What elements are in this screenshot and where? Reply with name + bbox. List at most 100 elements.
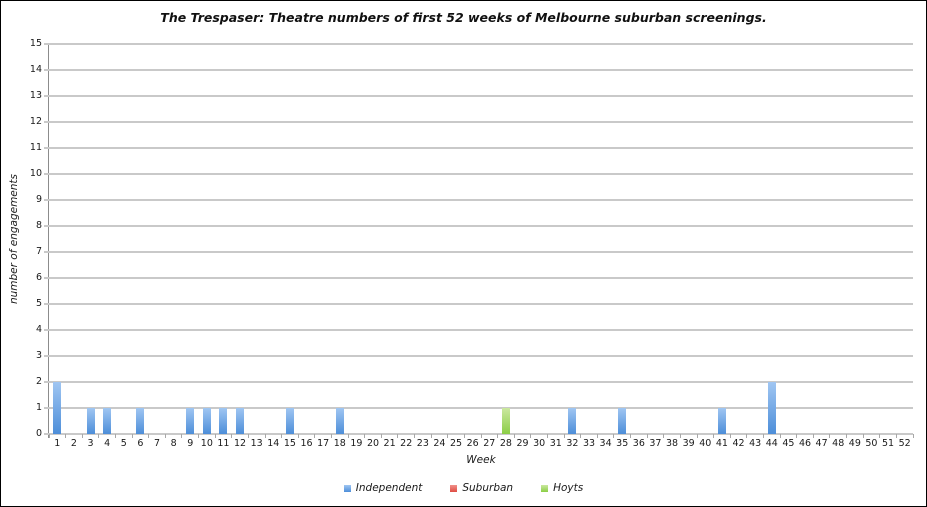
x-axis-tick	[48, 434, 50, 438]
gridline-y-13	[44, 95, 913, 97]
x-axis-tick	[762, 434, 764, 438]
x-tick-label-46: 46	[798, 438, 812, 449]
x-tick-label-9: 9	[187, 438, 194, 449]
y-tick-label-1: 1	[35, 402, 42, 413]
x-axis-tick	[264, 434, 266, 438]
x-tick-label-1: 1	[54, 438, 61, 449]
gridline-y-6	[44, 277, 913, 279]
x-axis-tick	[779, 434, 781, 438]
y-tick-label-5: 5	[35, 298, 42, 309]
legend-swatch-hoyts	[541, 484, 549, 492]
gridline-y-12	[44, 121, 913, 123]
bar-independent-week-4	[103, 408, 112, 434]
y-tick-label-6: 6	[35, 272, 42, 283]
x-axis-tick	[630, 434, 632, 438]
x-tick-label-45: 45	[782, 438, 795, 449]
x-axis-tick	[297, 434, 299, 438]
x-tick-label-43: 43	[749, 438, 762, 449]
x-axis-tick	[98, 434, 100, 438]
x-tick-label-50: 50	[865, 438, 878, 449]
x-tick-label-4: 4	[104, 438, 111, 449]
gridline-y-3	[44, 355, 913, 357]
x-axis-tick	[613, 434, 615, 438]
x-axis-tick	[513, 434, 515, 438]
x-tick-label-37: 37	[649, 438, 662, 449]
x-tick-label-22: 22	[400, 438, 413, 449]
y-tick-label-0: 0	[35, 428, 42, 439]
x-axis-tick	[463, 434, 465, 438]
gridline-y-11	[44, 147, 913, 149]
x-tick-label-25: 25	[450, 438, 463, 449]
y-tick-label-12: 12	[29, 116, 42, 127]
x-axis-tick	[696, 434, 698, 438]
x-tick-label-15: 15	[283, 438, 296, 449]
x-tick-label-36: 36	[632, 438, 645, 449]
x-tick-label-29: 29	[516, 438, 529, 449]
x-axis-tick	[214, 434, 216, 438]
legend-label-suburban: Suburban	[462, 482, 514, 494]
x-tick-label-49: 49	[848, 438, 861, 449]
x-tick-label-16: 16	[300, 438, 313, 449]
legend-item-hoyts: Hoyts	[541, 482, 583, 494]
x-tick-label-12: 12	[234, 438, 247, 449]
x-axis-tick	[164, 434, 166, 438]
x-tick-label-28: 28	[499, 438, 512, 449]
x-axis-tick	[281, 434, 283, 438]
x-tick-label-2: 2	[70, 438, 77, 449]
x-axis-tick	[430, 434, 432, 438]
legend-label-independent: Independent	[355, 482, 423, 494]
x-tick-label-19: 19	[350, 438, 363, 449]
x-axis-tick	[846, 434, 848, 438]
x-tick-label-18: 18	[333, 438, 346, 449]
gridline-y-10	[44, 173, 913, 175]
y-tick-label-10: 10	[29, 168, 42, 179]
x-axis-tick	[746, 434, 748, 438]
x-axis-tick	[81, 434, 83, 438]
x-axis-tick	[530, 434, 532, 438]
x-axis-tick	[231, 434, 233, 438]
x-tick-label-24: 24	[433, 438, 446, 449]
x-axis-tick	[330, 434, 332, 438]
legend-swatch-suburban	[450, 484, 458, 492]
x-axis-title: Week	[466, 454, 496, 466]
x-axis-tick	[131, 434, 133, 438]
gridline-y-7	[44, 251, 913, 253]
x-tick-label-38: 38	[666, 438, 679, 449]
legend-label-hoyts: Hoyts	[553, 482, 584, 494]
x-axis-tick	[912, 434, 914, 438]
x-tick-label-30: 30	[533, 438, 546, 449]
x-axis-tick	[480, 434, 482, 438]
x-axis-tick	[829, 434, 831, 438]
x-axis-tick	[862, 434, 864, 438]
x-tick-label-11: 11	[217, 438, 230, 449]
bar-independent-week-12	[236, 408, 245, 434]
x-axis-tick	[729, 434, 731, 438]
x-axis-tick	[546, 434, 548, 438]
bar-independent-week-35	[618, 408, 627, 434]
x-tick-label-34: 34	[599, 438, 612, 449]
x-tick-label-31: 31	[549, 438, 562, 449]
bar-independent-week-10	[202, 408, 211, 434]
x-axis-tick	[563, 434, 565, 438]
gridline-y-9	[44, 199, 913, 201]
x-axis-tick	[198, 434, 200, 438]
gridline-y-15	[44, 43, 913, 45]
x-tick-label-32: 32	[566, 438, 579, 449]
legend: Independent Suburban Hoyts	[1, 482, 926, 494]
x-tick-label-44: 44	[765, 438, 778, 449]
bar-independent-week-3	[86, 408, 95, 434]
bar-independent-week-32	[568, 408, 577, 434]
x-axis-tick	[181, 434, 183, 438]
x-tick-label-10: 10	[200, 438, 213, 449]
gridline-y-5	[44, 303, 913, 305]
x-tick-label-20: 20	[366, 438, 380, 449]
x-axis-tick	[380, 434, 382, 438]
y-tick-label-2: 2	[35, 376, 42, 387]
gridline-y-14	[44, 69, 913, 71]
x-axis-tick	[364, 434, 366, 438]
bar-independent-week-15	[285, 408, 294, 434]
gridline-y-2	[44, 381, 913, 383]
x-tick-label-14: 14	[267, 438, 280, 449]
x-axis-tick	[114, 434, 116, 438]
